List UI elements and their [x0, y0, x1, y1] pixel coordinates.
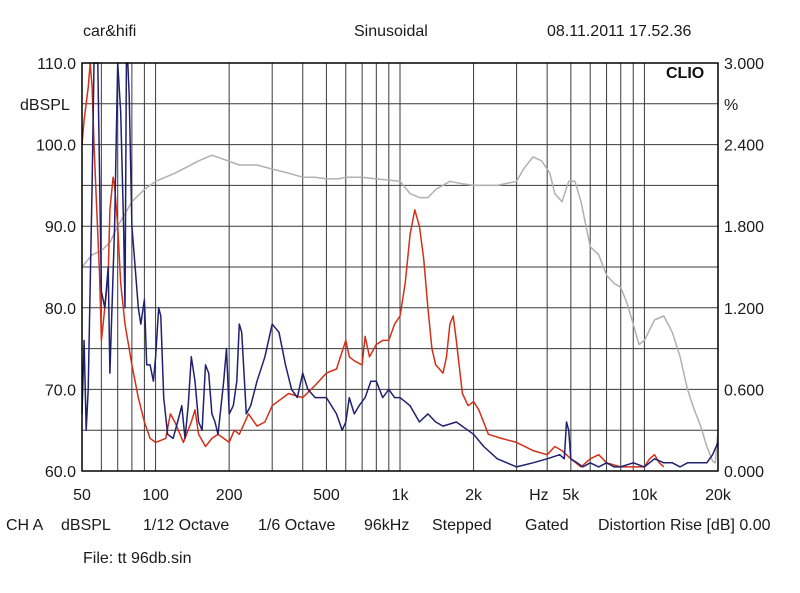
left-tick-label: 80.0	[45, 301, 76, 318]
footer-smoothing-1: 1/12 Octave	[143, 517, 230, 534]
footer-channel: CH A	[6, 517, 44, 534]
footer-gate: Gated	[525, 517, 569, 534]
x-tick-label: 20k	[705, 487, 732, 504]
chart-series	[81, 62, 719, 468]
x-tick-label: 500	[313, 487, 340, 504]
x-tick-label: 2k	[465, 487, 483, 504]
left-tick-label: 90.0	[45, 219, 76, 236]
series-line-1	[81, 154, 719, 464]
footer-file: File: tt 96db.sin	[83, 550, 192, 567]
footer-distortion-rise: Distortion Rise [dB] 0.00	[598, 517, 771, 534]
right-tick-label: 2.400	[724, 138, 764, 155]
header-datetime: 08.11.2011 17.52.36	[547, 23, 692, 40]
right-axis-unit: %	[724, 97, 738, 114]
x-tick-label: 50	[73, 487, 91, 504]
left-axis-labels: 60.0 70.0 80.0 90.0 100.0 110.0	[36, 56, 76, 481]
right-tick-label: 3.000	[724, 56, 764, 73]
right-tick-label: 1.200	[724, 301, 764, 318]
left-tick-label: 60.0	[45, 464, 76, 481]
plot-frame	[81, 62, 719, 472]
x-tick-label: 200	[216, 487, 243, 504]
footer-mode: Stepped	[432, 517, 492, 534]
x-tick-label: 100	[142, 487, 169, 504]
x-tick-label: 10k	[632, 487, 659, 504]
left-tick-label: 110.0	[37, 56, 76, 73]
x-tick-label: 1k	[392, 487, 410, 504]
right-tick-label: 0.000	[724, 464, 764, 481]
left-axis-unit: dBSPL	[20, 97, 70, 114]
footer-unit: dBSPL	[61, 517, 111, 534]
clio-logo-bg	[664, 64, 716, 81]
left-tick-label: 100.0	[36, 138, 76, 155]
right-tick-label: 0.600	[724, 382, 764, 399]
series-line-3	[81, 62, 719, 468]
series-line-2	[81, 62, 665, 468]
footer-sample-rate: 96kHz	[364, 517, 410, 534]
right-axis-labels: 0.000 0.600 1.200 1.800 2.400 3.000	[724, 56, 764, 481]
header-left-text: car&hifi	[83, 23, 137, 40]
clio-logo: CLIO	[666, 65, 704, 82]
x-axis-labels: 50 100 200 500 1k 2k 5k 10k 20k Hz	[73, 487, 732, 504]
footer-smoothing-2: 1/6 Octave	[258, 517, 336, 534]
chart-grid	[82, 63, 718, 471]
header-center-text: Sinusoidal	[354, 23, 428, 40]
left-tick-label: 70.0	[45, 382, 76, 399]
x-tick-label: 5k	[562, 487, 580, 504]
right-tick-label: 1.800	[724, 219, 764, 236]
x-axis-unit: Hz	[529, 487, 549, 504]
